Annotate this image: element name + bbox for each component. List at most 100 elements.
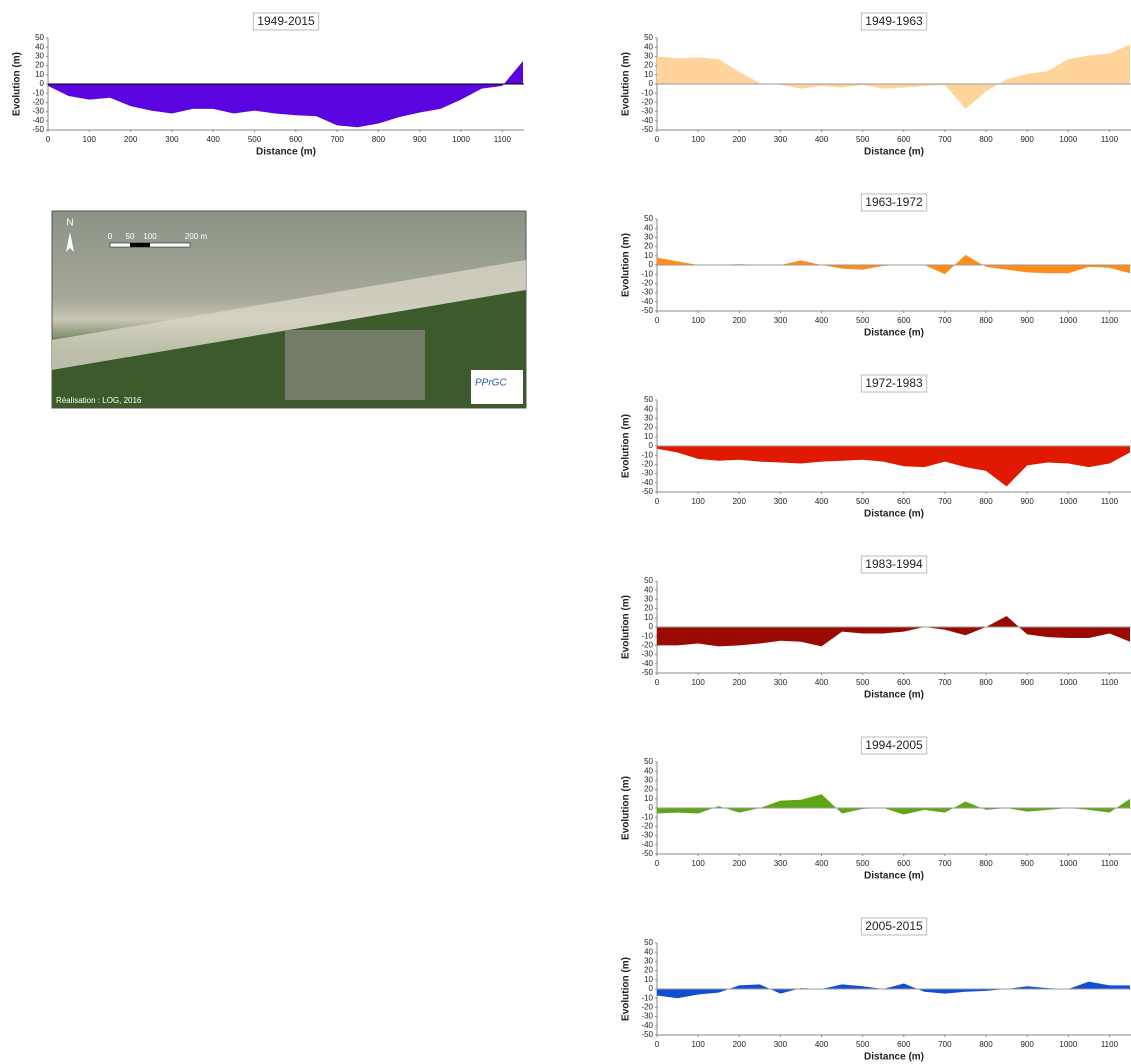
x-tick-label: 100 [691, 316, 705, 325]
y-tick-label: 10 [644, 613, 653, 622]
y-tick-label: -20 [641, 279, 653, 288]
chart-title: 1994-2005 [865, 738, 923, 752]
x-tick-label: 600 [897, 135, 911, 144]
y-tick-label: 0 [40, 79, 45, 88]
x-tick-label: 500 [856, 135, 870, 144]
x-tick-label: 1000 [1059, 497, 1077, 506]
y-tick-label: 30 [644, 52, 653, 61]
y-tick-label: -10 [641, 812, 653, 821]
x-tick-label: 600 [897, 859, 911, 868]
y-tick-label: 10 [35, 70, 44, 79]
y-tick-label: 40 [644, 947, 653, 956]
y-tick-label: -30 [641, 107, 653, 116]
x-tick-label: 500 [856, 497, 870, 506]
x-tick-label: 800 [979, 135, 993, 144]
y-tick-label: -30 [32, 107, 44, 116]
x-tick-label: 700 [938, 1040, 952, 1049]
x-tick-label: 500 [856, 678, 870, 687]
x-tick-label: 100 [691, 497, 705, 506]
y-tick-label: 50 [644, 938, 653, 947]
x-axis-label: Distance (m) [864, 328, 924, 339]
y-axis-label: Evolution (m) [621, 776, 632, 840]
x-tick-label: 1000 [1059, 135, 1077, 144]
y-tick-label: -40 [32, 116, 44, 125]
y-tick-label: -50 [641, 306, 653, 315]
y-tick-label: 20 [644, 242, 653, 251]
x-tick-label: 500 [248, 135, 262, 144]
y-tick-label: 30 [644, 595, 653, 604]
y-tick-label: 30 [35, 52, 44, 61]
x-tick-label: 500 [856, 316, 870, 325]
y-tick-label: -20 [641, 822, 653, 831]
area [657, 446, 1130, 486]
y-tick-label: -40 [641, 297, 653, 306]
x-tick-label: 1100 [1101, 1040, 1119, 1049]
y-tick-label: 50 [35, 33, 44, 42]
chart-title: 1972-1983 [865, 376, 923, 390]
x-tick-label: 700 [938, 859, 952, 868]
x-tick-label: 400 [815, 859, 829, 868]
y-tick-label: 10 [644, 794, 653, 803]
x-tick-label: 300 [774, 859, 788, 868]
area [657, 982, 1130, 999]
x-axis-label: Distance (m) [864, 871, 924, 882]
x-tick-label: 400 [815, 135, 829, 144]
x-tick-label: 800 [979, 678, 993, 687]
y-tick-label: -10 [641, 88, 653, 97]
x-tick-label: 400 [815, 497, 829, 506]
x-tick-label: 200 [733, 135, 747, 144]
y-tick-label: 20 [644, 785, 653, 794]
scale-label: 200 m [185, 232, 208, 241]
y-tick-label: -10 [32, 88, 44, 97]
x-tick-label: 600 [897, 678, 911, 687]
y-tick-label: -30 [641, 469, 653, 478]
area [657, 44, 1130, 108]
y-tick-label: 10 [644, 432, 653, 441]
x-tick-label: 300 [774, 497, 788, 506]
x-tick-label: 900 [1020, 316, 1034, 325]
y-tick-label: 40 [644, 404, 653, 413]
north-label: N [66, 218, 73, 229]
x-axis-label: Distance (m) [864, 1052, 924, 1063]
x-tick-label: 900 [413, 135, 427, 144]
scale-bar-segment [130, 243, 150, 247]
x-tick-label: 900 [1020, 859, 1034, 868]
scale-label: 100 [143, 232, 157, 241]
logo: PPrGC [475, 378, 507, 389]
x-tick-label: 0 [46, 135, 51, 144]
y-tick-label: -10 [641, 269, 653, 278]
x-tick-label: 1000 [452, 135, 470, 144]
x-tick-label: 1100 [1101, 316, 1119, 325]
y-tick-label: -30 [641, 1012, 653, 1021]
y-tick-label: 50 [644, 576, 653, 585]
y-tick-label: 10 [644, 251, 653, 260]
y-tick-label: 40 [644, 223, 653, 232]
x-axis-label: Distance (m) [864, 147, 924, 158]
y-tick-label: -10 [641, 993, 653, 1002]
y-axis-label: Evolution (m) [621, 233, 632, 297]
y-axis-label: Evolution (m) [621, 595, 632, 659]
chart-title: 1949-1963 [865, 14, 923, 28]
credit: Réalisation : LOG, 2016 [56, 396, 142, 405]
chart-title: 1983-1994 [865, 557, 923, 571]
area [657, 616, 1130, 646]
scale-label: 50 [126, 232, 135, 241]
x-tick-label: 300 [774, 678, 788, 687]
y-tick-label: -40 [641, 116, 653, 125]
y-tick-label: -50 [641, 125, 653, 134]
y-tick-label: 50 [644, 33, 653, 42]
y-tick-label: 10 [644, 975, 653, 984]
y-tick-label: 0 [649, 984, 654, 993]
y-tick-label: 0 [649, 622, 654, 631]
x-tick-label: 0 [655, 497, 660, 506]
x-tick-label: 800 [979, 316, 993, 325]
y-tick-label: -50 [641, 1030, 653, 1039]
y-tick-label: -10 [641, 450, 653, 459]
x-tick-label: 600 [897, 497, 911, 506]
y-tick-label: 40 [644, 766, 653, 775]
y-tick-label: 50 [644, 214, 653, 223]
y-tick-label: 0 [649, 260, 654, 269]
